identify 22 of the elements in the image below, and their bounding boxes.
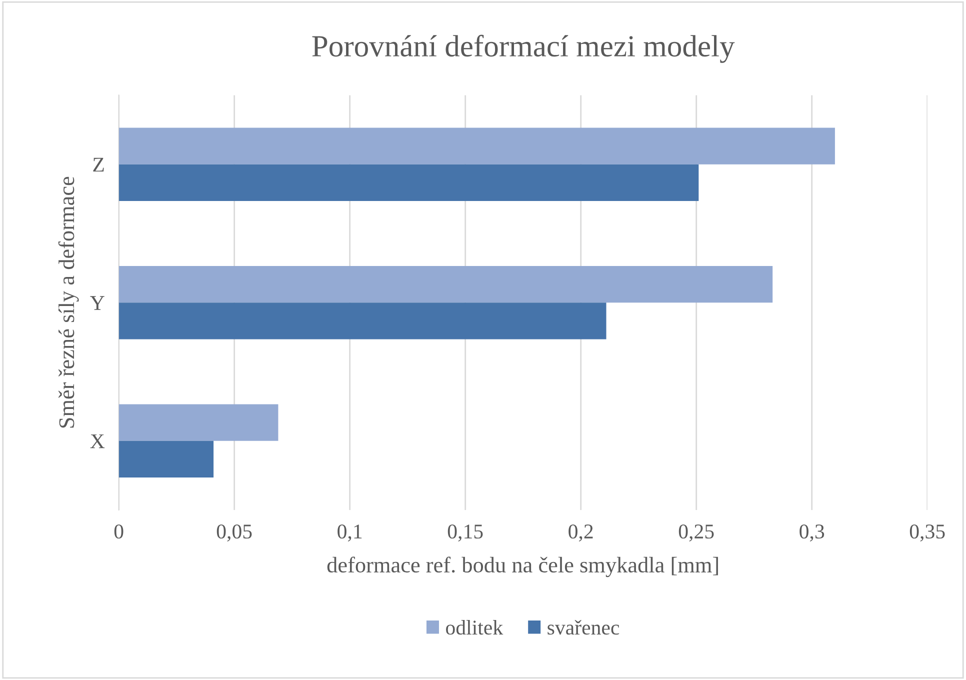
legend-label: odlitek [446, 620, 504, 635]
y-axis-title: Směr řezné síly a deformace [58, 176, 79, 428]
x-tick-label: 0,15 [448, 524, 483, 542]
x-tick-label: 0,3 [800, 524, 824, 542]
y-tick-label: Z [93, 158, 104, 172]
x-tick-label: 0,05 [216, 524, 252, 542]
bar [118, 404, 278, 441]
bar [118, 440, 214, 478]
bar [118, 164, 699, 201]
x-axis-title: deformace ref. bodu na čele smykadla [mm] [327, 556, 718, 578]
x-tick-label: 0,25 [678, 524, 714, 542]
legend-label: svařenec [548, 620, 620, 635]
chart-title: Porovnání deformací mezi modely [312, 34, 735, 63]
y-tick-label: Y [90, 296, 104, 310]
x-tick-label: 0,2 [568, 524, 593, 542]
bar [118, 266, 773, 303]
bar [118, 128, 835, 164]
x-tick-label: 0,35 [910, 524, 945, 542]
bar [118, 302, 606, 340]
x-tick-label: 0,1 [338, 524, 362, 542]
x-tick-label: 0 [114, 524, 124, 539]
y-tick-label: X [90, 434, 105, 448]
